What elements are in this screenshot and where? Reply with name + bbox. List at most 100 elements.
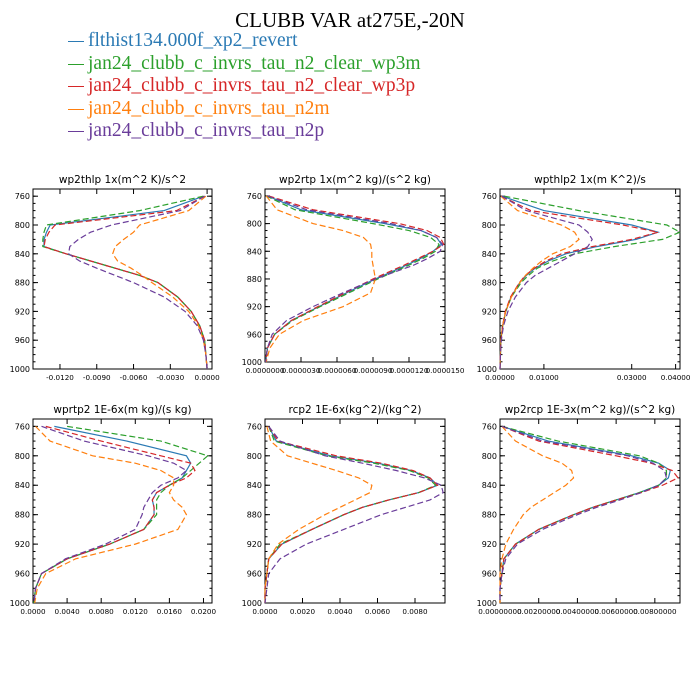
x-tick-label: 0.0000030 bbox=[282, 366, 321, 375]
series-line bbox=[264, 426, 439, 603]
panel-title: wprtp2 1E-6x(m kg)/(s kg) bbox=[53, 404, 191, 416]
legend-line-swatch bbox=[68, 108, 84, 110]
panel-title: wp2rcp 1E-3x(m^2 kg)/(s^2 kg) bbox=[505, 404, 676, 416]
x-tick-label: 0.0040 bbox=[55, 607, 81, 616]
x-tick-label: -0.0090 bbox=[83, 373, 111, 382]
series-line bbox=[265, 195, 444, 363]
plot-frame bbox=[32, 418, 213, 604]
y-tick-label: 960 bbox=[247, 570, 262, 579]
y-tick-label: 800 bbox=[482, 221, 497, 230]
y-tick-label: 800 bbox=[15, 221, 30, 230]
legend-item-revert: flthist134.000f_xp2_revert bbox=[68, 30, 421, 53]
x-tick-label: 0.0020 bbox=[290, 607, 316, 616]
x-tick-label: 0.00000 bbox=[485, 373, 515, 382]
y-tick-label: 800 bbox=[247, 220, 262, 229]
y-tick-label: 760 bbox=[482, 422, 497, 431]
x-tick-label: 0.00000000 bbox=[478, 607, 522, 616]
chart-panel: wp2thlp 1x(m^2 K)/s^2 760 800 840 880 920 960 1… bbox=[10, 174, 220, 382]
series-line bbox=[265, 195, 440, 363]
y-tick-label: 960 bbox=[482, 336, 497, 345]
y-tick-label: 880 bbox=[482, 279, 497, 288]
y-tick-label: 800 bbox=[482, 452, 497, 461]
x-tick-label: 0.0000060 bbox=[318, 366, 357, 375]
chart-panel: wp2rcp 1E-3x(m^2 kg)/(s^2 kg) 760 800 840 88… bbox=[477, 404, 681, 616]
y-tick-label: 920 bbox=[482, 540, 497, 549]
x-tick-label: 0.0000 bbox=[195, 373, 221, 382]
x-tick-label: 0.00800000 bbox=[633, 607, 677, 616]
series-line bbox=[43, 195, 208, 370]
y-tick-label: 920 bbox=[482, 307, 497, 316]
series-line bbox=[67, 195, 208, 370]
x-tick-label: 0.0060 bbox=[365, 607, 391, 616]
series-line bbox=[112, 195, 208, 370]
series-line bbox=[264, 426, 373, 603]
series-line bbox=[499, 195, 593, 370]
legend-label: flthist134.000f_xp2_revert bbox=[88, 30, 298, 51]
legend-label: jan24_clubb_c_invrs_tau_n2_clear_wp3m bbox=[88, 52, 421, 74]
series-line bbox=[499, 425, 668, 603]
series-line bbox=[499, 195, 661, 370]
series-line bbox=[499, 195, 580, 370]
y-tick-label: 840 bbox=[482, 250, 497, 259]
plot-frame bbox=[499, 188, 681, 370]
x-tick-label: 0.0000150 bbox=[426, 366, 465, 375]
plot-frame bbox=[32, 188, 213, 370]
y-tick-label: 1000 bbox=[10, 365, 30, 374]
y-tick-label: 800 bbox=[247, 452, 262, 461]
legend-line-swatch bbox=[68, 131, 84, 133]
y-tick-label: 960 bbox=[15, 570, 30, 579]
x-tick-label: 0.0080 bbox=[402, 607, 428, 616]
legend-line-swatch bbox=[68, 86, 84, 88]
series-line bbox=[33, 425, 209, 604]
series-line bbox=[499, 195, 682, 370]
legend-item-n2m: jan24_clubb_c_invrs_tau_n2m bbox=[68, 98, 421, 121]
y-tick-label: 760 bbox=[15, 422, 30, 431]
x-tick-label: -0.0060 bbox=[120, 373, 148, 382]
y-tick-label: 960 bbox=[482, 570, 497, 579]
chart-panel: wpthlp2 1x(m K^2)/s 760 800 840 880 920 960 100… bbox=[477, 174, 691, 382]
series-line bbox=[33, 425, 192, 604]
series-line bbox=[265, 195, 377, 363]
legend-item-wp3m: jan24_clubb_c_invrs_tau_n2_clear_wp3m bbox=[68, 53, 421, 76]
y-tick-label: 840 bbox=[247, 247, 262, 256]
panel-title: wp2thlp 1x(m^2 K)/s^2 bbox=[59, 174, 186, 186]
x-tick-label: -0.0120 bbox=[46, 373, 74, 382]
plot-frame bbox=[264, 188, 446, 363]
y-tick-label: 920 bbox=[15, 307, 30, 316]
plot-frame bbox=[264, 418, 446, 604]
x-tick-label: 0.0080 bbox=[89, 607, 115, 616]
x-tick-label: 0.0000 bbox=[252, 607, 278, 616]
x-tick-label: 0.0000000 bbox=[246, 366, 285, 375]
y-tick-label: 880 bbox=[482, 511, 497, 520]
x-tick-label: -0.0030 bbox=[156, 373, 184, 382]
x-tick-label: 0.04000 bbox=[661, 373, 691, 382]
chart-panel: rcp2 1E-6x(kg^2)/(kg^2) 760 800 840 880 920 96… bbox=[242, 404, 446, 616]
legend-line-swatch bbox=[68, 63, 84, 65]
series-line bbox=[264, 426, 439, 603]
y-tick-label: 920 bbox=[247, 303, 262, 312]
x-tick-label: 0.00200000 bbox=[517, 607, 561, 616]
x-tick-label: 0.0120 bbox=[123, 607, 149, 616]
x-tick-label: 0.0200 bbox=[191, 607, 217, 616]
y-tick-label: 960 bbox=[15, 336, 30, 345]
y-tick-label: 960 bbox=[247, 330, 262, 339]
chart-panel: wp2rtp 1x(m^2 kg)/(s^2 kg) 760 800 840 880 92… bbox=[242, 174, 465, 375]
series-line bbox=[264, 425, 444, 604]
x-tick-label: 0.0000 bbox=[20, 607, 46, 616]
y-tick-label: 880 bbox=[247, 275, 262, 284]
y-tick-label: 920 bbox=[15, 540, 30, 549]
legend-label: jan24_clubb_c_invrs_tau_n2p bbox=[88, 120, 325, 141]
plot-frame bbox=[499, 418, 681, 604]
series-line bbox=[499, 195, 659, 370]
y-tick-label: 1000 bbox=[477, 599, 497, 608]
x-tick-label: 0.01000 bbox=[529, 373, 559, 382]
x-tick-label: 0.0160 bbox=[157, 607, 183, 616]
panel-title: rcp2 1E-6x(kg^2)/(kg^2) bbox=[289, 404, 422, 416]
series-line bbox=[499, 425, 668, 603]
y-tick-label: 840 bbox=[482, 481, 497, 490]
y-tick-label: 840 bbox=[247, 481, 262, 490]
y-tick-label: 840 bbox=[15, 481, 30, 490]
x-tick-label: 0.0000120 bbox=[390, 366, 429, 375]
y-tick-label: 760 bbox=[247, 422, 262, 431]
legend-label: jan24_clubb_c_invrs_tau_n2_clear_wp3p bbox=[88, 75, 416, 96]
